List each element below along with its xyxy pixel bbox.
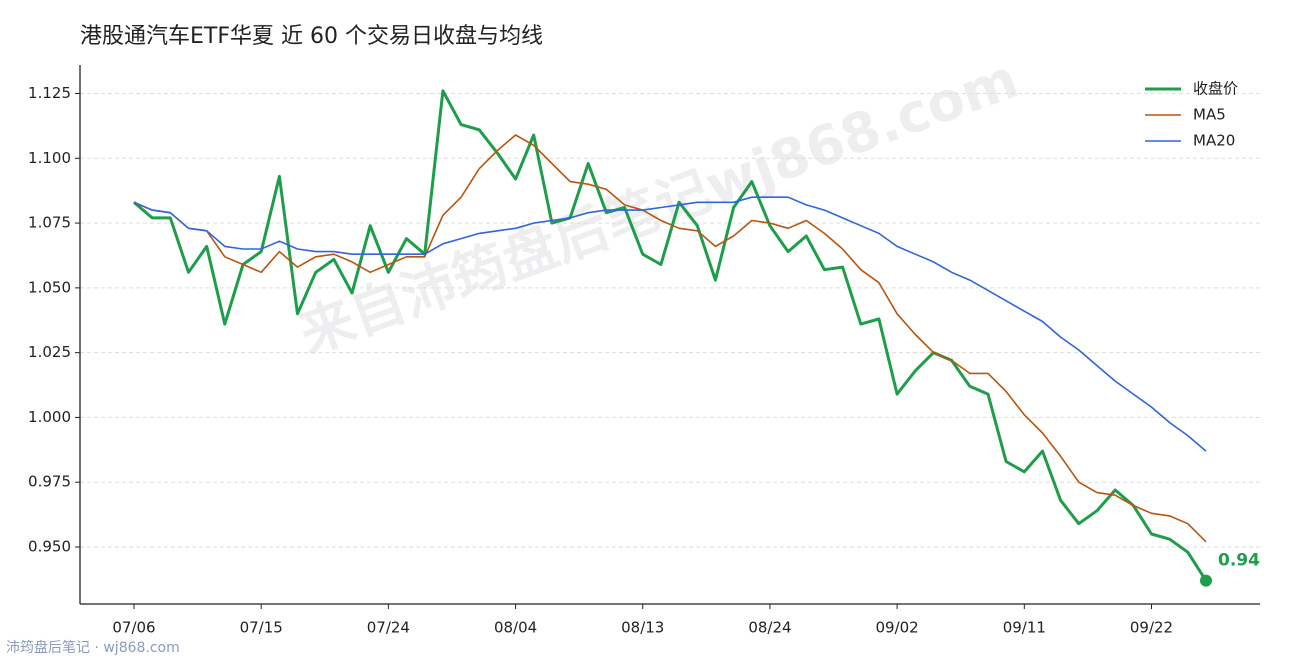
x-tick-label: 07/06 bbox=[112, 619, 155, 637]
y-tick-label: 1.025 bbox=[28, 343, 71, 361]
y-tick-label: 0.950 bbox=[28, 537, 71, 555]
x-tick-label: 09/02 bbox=[876, 619, 919, 637]
series-line bbox=[133, 134, 1207, 543]
x-tick-label: 09/11 bbox=[1003, 619, 1046, 637]
x-tick-label: 07/24 bbox=[367, 619, 410, 637]
legend-label: 收盘价 bbox=[1193, 80, 1238, 98]
footer: 沛筠盘后笔记 · wj868.com bbox=[6, 639, 180, 656]
chart-title: 港股通汽车ETF华夏 近 60 个交易日收盘与均线 bbox=[80, 24, 543, 49]
series-line bbox=[133, 89, 1208, 582]
y-tick-label: 1.000 bbox=[28, 408, 71, 426]
y-tick-label: 1.100 bbox=[28, 149, 71, 167]
y-tick-label: 1.125 bbox=[28, 84, 71, 102]
series-line bbox=[133, 196, 1207, 452]
end-point bbox=[1200, 574, 1212, 587]
value-label: 0.94 bbox=[1218, 551, 1260, 571]
legend-label: MA20 bbox=[1193, 132, 1235, 150]
y-tick-label: 0.975 bbox=[28, 473, 71, 491]
x-tick-label: 09/22 bbox=[1130, 619, 1173, 637]
y-tick-label: 1.075 bbox=[28, 214, 71, 232]
legend-label: MA5 bbox=[1193, 106, 1226, 124]
x-tick-label: 08/24 bbox=[748, 619, 791, 637]
y-tick-label: 1.050 bbox=[28, 278, 71, 296]
x-tick-label: 08/04 bbox=[494, 619, 537, 637]
watermark: 来自沛筠盘后笔记wj868.com bbox=[291, 47, 1026, 366]
x-tick-label: 08/13 bbox=[621, 619, 664, 637]
x-tick-label: 07/15 bbox=[240, 619, 283, 637]
